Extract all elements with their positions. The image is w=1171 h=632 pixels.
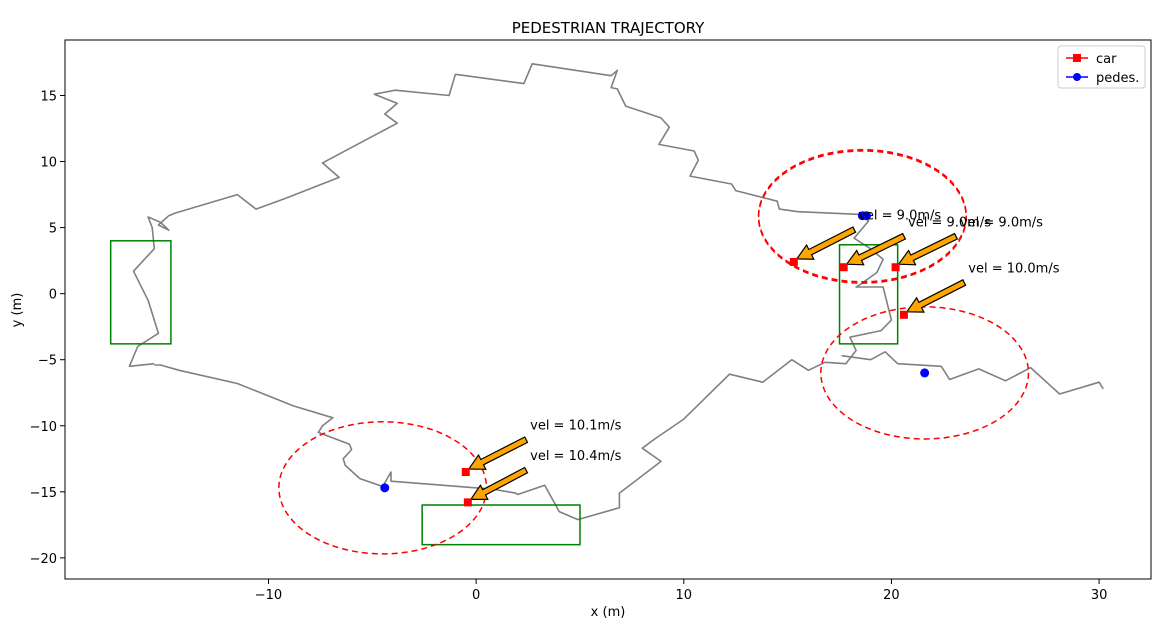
x-tick-label-2: 0 — [472, 588, 480, 603]
legend-label-1: car — [1096, 52, 1117, 67]
range-circle-2 — [757, 150, 967, 284]
x-tick-label-5: 30 — [1091, 588, 1108, 603]
velocity-label-6: vel = 10.4m/s — [530, 449, 621, 464]
zone-rect-1 — [109, 240, 172, 345]
legend: car pedes. — [1057, 45, 1146, 89]
pedestrian-point-3 — [920, 368, 930, 378]
y-axis-label: y (m) — [10, 293, 25, 328]
velocity-label-1: vel = 9.0m/s — [858, 209, 941, 224]
car-point-3 — [891, 263, 900, 272]
y-tick-label-1: −20 — [30, 552, 57, 567]
velocity-arrow-6 — [469, 466, 529, 500]
chart-title: PEDESTRIAN TRAJECTORY — [512, 19, 705, 37]
legend-label-2: pedes. — [1096, 71, 1139, 86]
pedestrian-point-4 — [380, 483, 390, 493]
velocity-label-3: vel = 9.0m/s — [960, 215, 1043, 230]
ticks-layer: −10 0 10 20 30 −20 −15 −10 −5 0 5 10 15 — [30, 89, 1108, 603]
zone-rect-2 — [838, 244, 899, 345]
x-axis-label: x (m) — [591, 605, 626, 620]
zone-rect-3 — [421, 504, 581, 546]
velocity-label-2: vel = 9.0m/s — [908, 215, 991, 230]
y-tick-label-8: 15 — [40, 89, 57, 104]
legend-marker-2 — [1073, 73, 1081, 81]
range-circle-1 — [757, 148, 967, 283]
range-circle-3 — [820, 306, 1030, 440]
y-tick-label-7: 10 — [40, 156, 57, 171]
x-tick-label-3: 10 — [676, 588, 693, 603]
velocity-label-4: vel = 10.0m/s — [968, 262, 1059, 277]
velocity-arrow-2 — [845, 232, 907, 266]
velocity-arrow-4 — [905, 278, 967, 313]
y-tick-label-6: 5 — [49, 222, 57, 237]
car-point-5 — [461, 467, 470, 476]
y-tick-label-3: −10 — [30, 420, 57, 435]
x-tick-label-4: 20 — [883, 588, 900, 603]
car-point-2 — [839, 263, 848, 272]
velocity-arrow-5 — [467, 436, 529, 470]
trajectory-tail-line — [841, 350, 1104, 395]
trajectory-line — [128, 62, 893, 521]
velocity-arrow-3 — [897, 232, 959, 266]
y-tick-label-2: −15 — [30, 486, 57, 501]
car-point-6 — [463, 498, 472, 507]
car-point-1 — [789, 257, 798, 266]
velocity-label-5: vel = 10.1m/s — [530, 419, 621, 434]
y-tick-label-5: 0 — [49, 288, 57, 303]
plot-frame — [64, 39, 1152, 580]
velocity-arrow-1 — [795, 226, 857, 260]
y-tick-label-4: −5 — [38, 354, 57, 369]
legend-marker-1 — [1073, 54, 1081, 62]
x-tick-label-1: −10 — [255, 588, 282, 603]
pedestrian-point-2 — [862, 211, 872, 221]
car-point-4 — [899, 310, 908, 319]
